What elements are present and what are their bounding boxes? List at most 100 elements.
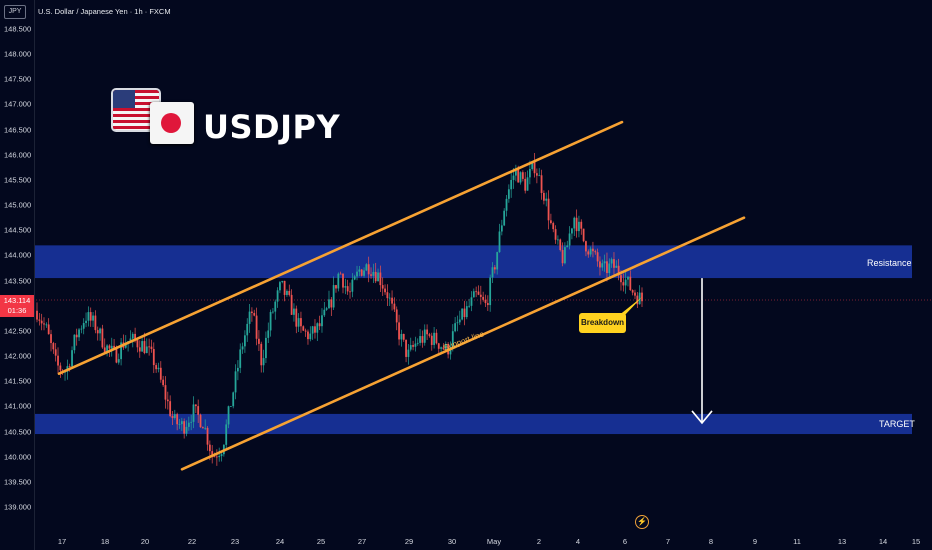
candle-body <box>631 290 634 293</box>
candle-body <box>557 239 559 241</box>
candle-body <box>293 308 295 315</box>
candle-body <box>594 251 597 253</box>
candle-body <box>101 328 104 348</box>
candle-body <box>89 312 92 321</box>
candle-body <box>613 259 615 268</box>
candle-body <box>318 323 321 327</box>
candle-body <box>552 223 555 230</box>
candle-body <box>110 345 113 349</box>
time-tick: 15 <box>911 537 921 546</box>
candle-body <box>206 427 209 445</box>
candle-body <box>524 178 527 191</box>
candle-body <box>531 161 534 169</box>
candle-body <box>599 261 601 268</box>
candle-body <box>608 263 611 274</box>
candle-body <box>601 263 604 268</box>
candle-body <box>451 331 454 347</box>
candle-body <box>300 318 302 327</box>
candle-body <box>234 371 237 393</box>
candle-body <box>374 271 377 282</box>
candle-body <box>384 288 386 293</box>
candle-body <box>78 329 80 338</box>
time-tick: 25 <box>316 537 326 546</box>
candle-body <box>309 333 312 340</box>
candle-body <box>624 279 627 286</box>
candle-body <box>302 326 305 331</box>
candle-body <box>197 406 200 415</box>
candle-body <box>356 271 358 277</box>
candle-body <box>444 343 447 350</box>
price-tick: 145.000 <box>4 200 32 210</box>
current-price: 143.114 <box>3 296 31 305</box>
candle-body <box>372 271 375 276</box>
candle-body <box>468 305 471 307</box>
candle-body <box>36 310 38 320</box>
candle-body <box>325 308 328 310</box>
candle-body <box>615 265 618 268</box>
candle-body <box>267 330 270 338</box>
candle-body <box>561 250 564 264</box>
candle-body <box>412 345 414 347</box>
japan-flag-icon <box>150 102 194 144</box>
candle-body <box>393 303 396 310</box>
candle-body <box>533 161 536 174</box>
candle-body <box>115 347 118 363</box>
candle-body <box>592 248 594 252</box>
candle-body <box>73 334 76 351</box>
breakdown-callout: Breakdown <box>579 313 626 333</box>
candle-body <box>106 345 108 353</box>
candle-body <box>433 332 436 345</box>
candle-body <box>428 334 431 336</box>
candle-body <box>514 168 517 176</box>
candle-body <box>248 311 251 324</box>
candle-body <box>145 346 148 354</box>
candle-body <box>169 401 172 417</box>
candle-body <box>589 248 592 255</box>
candle-body <box>386 292 389 299</box>
price-tick: 145.500 <box>4 175 32 185</box>
candle-body <box>321 315 323 327</box>
candle-body <box>124 343 127 348</box>
candle-body <box>405 339 407 357</box>
candle-body <box>526 177 529 191</box>
lightning-icon[interactable]: ⚡ <box>635 515 649 529</box>
candle-body <box>288 290 291 295</box>
current-price-badge: 143.114 01:36 <box>0 295 34 317</box>
candle-body <box>279 282 281 291</box>
candle-body <box>332 285 335 308</box>
symbol-header[interactable]: U.S. Dollar / Japanese Yen · 1h · FXCM <box>38 7 171 16</box>
symbol-logo-text: USDJPY <box>203 108 341 146</box>
candle-body <box>519 172 522 183</box>
price-tick: 143.500 <box>4 276 32 286</box>
candle-body <box>159 367 162 380</box>
candle-body <box>482 296 485 300</box>
time-tick: 9 <box>752 537 758 546</box>
candle-body <box>484 299 487 304</box>
time-tick: May <box>486 537 502 546</box>
candle-body <box>171 416 174 419</box>
candle-body <box>239 349 242 368</box>
price-tick: 148.000 <box>4 49 32 59</box>
candle-body <box>297 318 300 327</box>
currency-label[interactable]: JPY <box>4 5 26 19</box>
candle-body <box>575 217 578 232</box>
candle-body <box>134 333 137 341</box>
candle-body <box>199 414 202 428</box>
candle-body <box>430 335 433 345</box>
candle-body <box>117 359 120 363</box>
candle-body <box>363 270 365 276</box>
time-tick: 20 <box>140 537 150 546</box>
time-tick: 14 <box>878 537 888 546</box>
price-axis[interactable]: JPY 148.500 148.000 147.500 147.000 146.500 1… <box>0 0 35 550</box>
candle-body <box>272 311 274 313</box>
candle-body <box>349 291 351 293</box>
candle-body <box>45 324 48 326</box>
time-tick: 23 <box>230 537 240 546</box>
candle-body <box>351 279 354 292</box>
candle-body <box>176 414 179 425</box>
bar-countdown: 01:36 <box>7 306 27 315</box>
candle-body <box>479 294 482 297</box>
candle-body <box>246 323 249 336</box>
candle-body <box>391 297 393 304</box>
